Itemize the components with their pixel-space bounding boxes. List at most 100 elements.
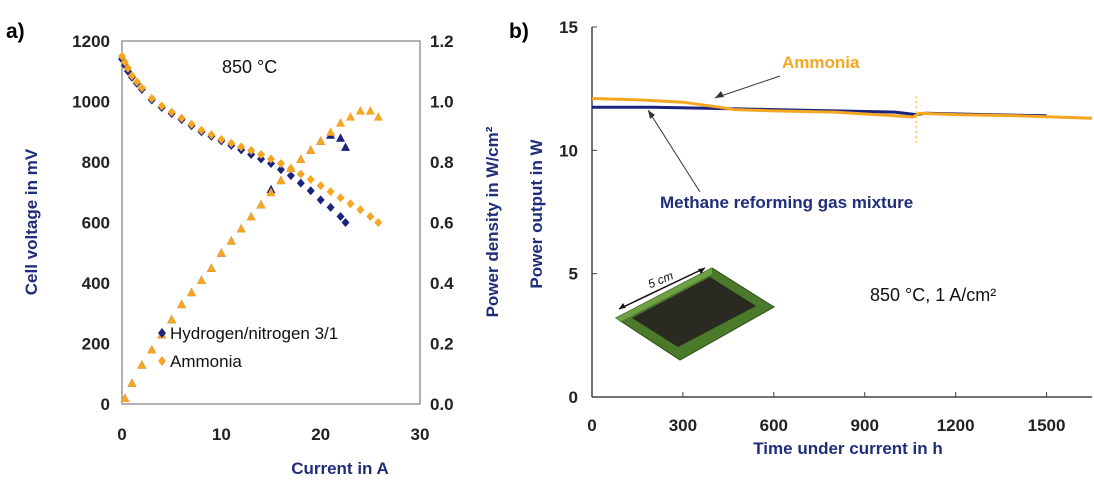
data-point-triangle <box>206 263 216 272</box>
cell-inset-image: 5 cm <box>615 267 775 361</box>
data-point-diamond <box>127 71 136 81</box>
x-tick-label: 300 <box>669 416 697 435</box>
x-tick-label: 10 <box>212 425 231 444</box>
y2-tick-label: 1.2 <box>430 32 454 51</box>
panel-a-temperature-annotation: 850 °C <box>222 57 277 77</box>
annotation-ammonia: Ammonia <box>782 53 860 72</box>
x-tick-label: 900 <box>851 416 879 435</box>
data-point-diamond <box>346 199 355 209</box>
data-point-diamond <box>366 211 375 221</box>
data-point-diamond <box>197 125 206 135</box>
panel-a-y2-axis-label: Power density in W/cm² <box>483 126 502 317</box>
panel-a-x-ticks: 0 10 20 30 <box>117 425 429 444</box>
panel-a-label: a) <box>6 20 25 43</box>
data-point-diamond <box>120 57 129 67</box>
data-point-diamond <box>157 101 166 111</box>
panel-a-legend: Hydrogen/nitrogen 3/1 Ammonia <box>158 324 338 371</box>
series-line <box>591 97 1093 120</box>
inset-scale-label: 5 cm <box>646 268 675 291</box>
data-point-triangle <box>306 145 316 154</box>
data-point-diamond <box>296 178 305 188</box>
legend-label-hydrogen: Hydrogen/nitrogen 3/1 <box>170 324 338 343</box>
panel-b-y-ticks: 0 5 10 15 <box>559 18 597 407</box>
data-point-triangle <box>316 136 326 145</box>
data-point-triangle <box>326 127 336 136</box>
y-tick-label: 600 <box>82 214 110 233</box>
data-point-diamond <box>123 63 132 73</box>
data-point-diamond <box>306 175 315 185</box>
data-point-diamond <box>267 159 275 169</box>
x-tick-label: 600 <box>760 416 788 435</box>
y2-tick-label: 0.4 <box>430 274 454 293</box>
data-point-triangle <box>226 236 236 245</box>
data-point-diamond <box>336 211 345 221</box>
panel-a-y-axis-label: Cell voltage in mV <box>22 148 41 295</box>
data-point-diamond <box>326 187 335 197</box>
data-point-diamond <box>336 193 345 203</box>
y2-tick-label: 1.0 <box>430 93 454 112</box>
legend-marker-ammonia <box>158 356 166 366</box>
data-point-diamond <box>227 138 236 148</box>
data-point-diamond <box>257 149 266 159</box>
x-tick-label: 1500 <box>1028 416 1066 435</box>
y-tick-label: 800 <box>82 153 110 172</box>
data-point-triangle <box>286 163 296 173</box>
y-tick-label: 5 <box>569 265 578 284</box>
panel-a-plot-frame <box>121 40 421 405</box>
data-point-triangle <box>296 154 306 163</box>
panel-b-condition-annotation: 850 °C, 1 A/cm² <box>870 285 996 305</box>
data-point-triangle <box>147 345 157 354</box>
data-point-diamond <box>356 205 365 215</box>
y-tick-label: 15 <box>559 18 578 37</box>
data-point-diamond <box>247 146 256 156</box>
data-point-diamond <box>276 165 285 175</box>
data-point-triangle <box>216 248 226 257</box>
data-point-triangle <box>276 175 286 185</box>
data-point-triangle <box>177 299 187 309</box>
data-point-diamond <box>341 218 350 227</box>
y-tick-label: 1000 <box>72 93 110 112</box>
data-point-diamond <box>207 130 216 140</box>
data-point-diamond <box>286 171 295 181</box>
data-point-diamond <box>306 186 315 196</box>
data-point-triangle <box>336 133 346 142</box>
data-point-triangle <box>365 106 375 115</box>
data-point-diamond <box>326 202 335 212</box>
data-point-triangle <box>236 224 246 233</box>
y2-tick-label: 0.6 <box>430 214 454 233</box>
y-tick-label: 400 <box>82 274 110 293</box>
data-point-diamond <box>147 93 156 103</box>
y-tick-label: 200 <box>82 335 110 354</box>
data-point-diamond <box>237 142 246 152</box>
data-point-diamond <box>267 154 275 164</box>
y-tick-label: 0 <box>101 395 110 414</box>
data-point-diamond <box>316 195 325 205</box>
annotation-methane-arrow <box>647 109 701 193</box>
x-tick-label: 0 <box>587 416 596 435</box>
data-point-triangle <box>196 275 206 284</box>
panel-b-y-axis-label: Power output in W <box>527 138 546 288</box>
data-point-diamond <box>217 134 226 144</box>
annotation-ammonia-arrowhead <box>715 91 724 98</box>
data-point-diamond <box>187 119 196 129</box>
y2-tick-label: 0.0 <box>430 395 454 414</box>
panel-a-marks <box>118 51 383 402</box>
y-tick-label: 1200 <box>72 32 110 51</box>
data-point-diamond <box>296 169 305 179</box>
panel-a-x-axis-label: Current in A <box>291 459 389 478</box>
panel-b-marks <box>591 96 1093 143</box>
panel-b: b) 0 5 10 15 0 300 600 900 1200 1500 Time under … <box>509 18 1093 458</box>
data-point-diamond <box>374 218 383 227</box>
data-point-diamond <box>276 159 285 169</box>
data-point-triangle <box>341 142 350 151</box>
data-point-diamond <box>177 113 186 123</box>
y-tick-label: 0 <box>569 388 578 407</box>
data-point-triangle <box>127 378 137 387</box>
panel-a-y2-ticks: 0.0 0.2 0.4 0.6 0.8 1.0 1.2 <box>430 32 454 414</box>
legend-label-ammonia: Ammonia <box>170 352 242 371</box>
data-point-triangle <box>355 106 365 115</box>
data-point-triangle <box>137 360 147 369</box>
panel-b-x-ticks: 0 300 600 900 1200 1500 <box>587 392 1065 435</box>
